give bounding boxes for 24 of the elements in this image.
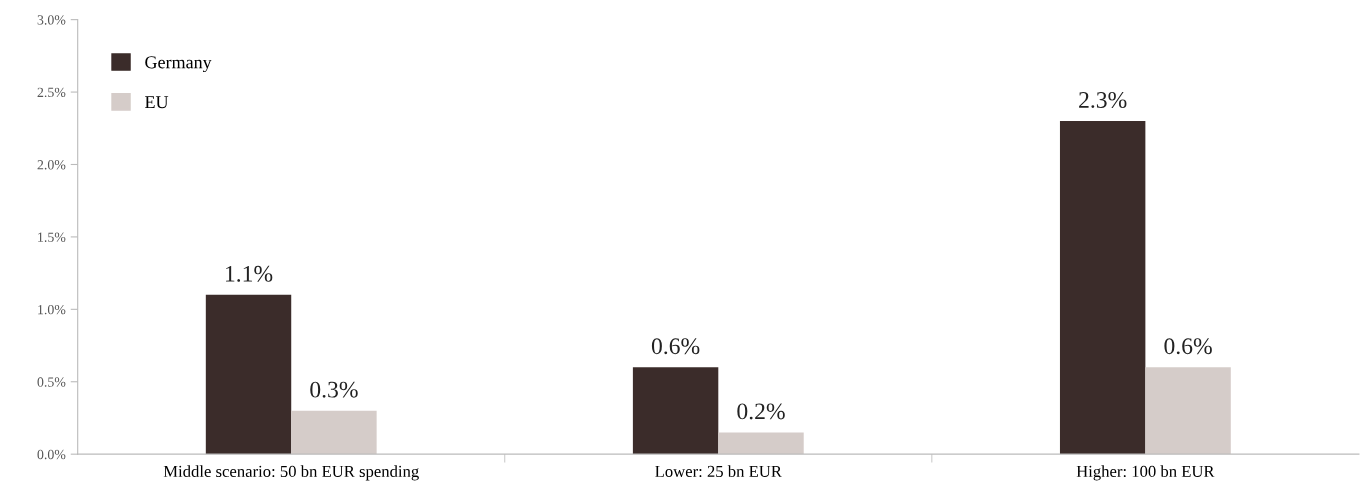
y-tick-label: 2.5% bbox=[37, 87, 66, 98]
x-tick-label: Middle scenario: 50 bn EUR spending bbox=[163, 465, 419, 481]
bar bbox=[1059, 121, 1146, 455]
bar bbox=[718, 432, 804, 455]
y-tick-label: 1.5% bbox=[38, 232, 66, 242]
y-tick-label: 0.5% bbox=[37, 377, 66, 387]
data-label: 0.3% bbox=[310, 381, 358, 398]
y-tick-label: 3.0% bbox=[37, 15, 66, 25]
data-label: 0.2% bbox=[737, 403, 785, 420]
bar bbox=[205, 294, 292, 455]
bar bbox=[291, 410, 377, 455]
data-label: 0.6% bbox=[651, 338, 700, 355]
y-tick-label: 2.0% bbox=[37, 160, 66, 170]
data-label: 2.3% bbox=[1079, 91, 1127, 109]
data-label: 0.6% bbox=[1164, 338, 1212, 355]
y-tick-label: 0.0% bbox=[37, 449, 66, 460]
legend-label: Germany bbox=[145, 56, 212, 73]
bar bbox=[1145, 367, 1231, 455]
x-tick-label: Higher: 100 bn EUR bbox=[1076, 465, 1215, 481]
legend-label: EU bbox=[145, 96, 169, 109]
data-label: 1.1% bbox=[226, 265, 273, 282]
x-tick-label: Lower: 25 bn EUR bbox=[655, 465, 782, 478]
bar bbox=[632, 367, 719, 455]
y-tick-label: 1.0% bbox=[38, 304, 66, 315]
